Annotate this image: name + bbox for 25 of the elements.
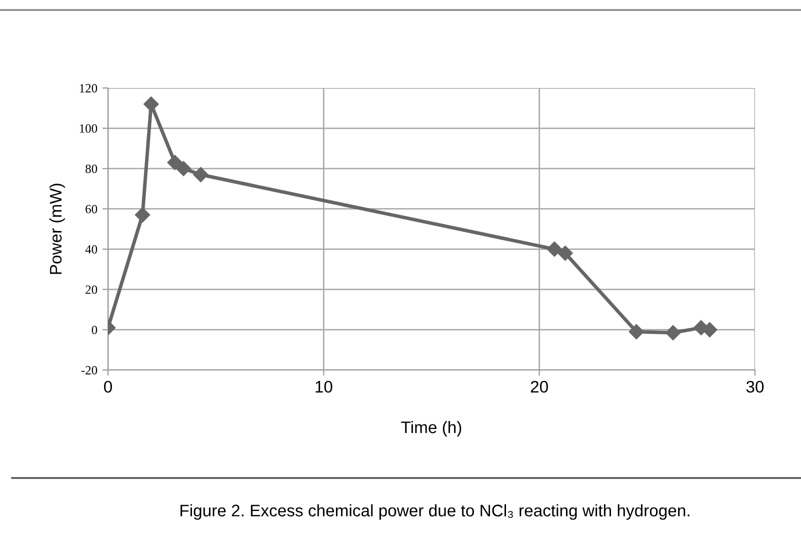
point (628, 324, 644, 340)
y-axis-title: Power (mW) (49, 184, 65, 274)
y-tick-label: 40 (85, 245, 98, 254)
point (193, 167, 208, 182)
point (558, 246, 573, 261)
point (144, 96, 159, 112)
y-tick-label: 80 (86, 164, 98, 174)
y-tick-label: 0 (92, 326, 98, 334)
point (167, 154, 182, 170)
point (702, 322, 718, 338)
y-tick-label: 60 (86, 204, 98, 214)
y-tick-label: -20 (81, 366, 98, 374)
y-tick-label: 120 (80, 84, 98, 92)
caption: Figure 2. Excess chemical power due to NCl₃ reacting with hydrogen. (180, 504, 690, 520)
x-axis-title: Time (h) (401, 420, 462, 436)
point (176, 161, 192, 176)
x-tick-label: 0 (104, 380, 112, 393)
point (134, 207, 150, 222)
x-tick-label: 30 (746, 380, 764, 393)
x-tick-label: 10 (316, 380, 332, 393)
y-tick-label: 100 (80, 124, 98, 133)
x-tick-label: 20 (530, 380, 548, 393)
y-tick-label: 20 (86, 285, 98, 294)
point (665, 325, 681, 340)
point (546, 242, 562, 257)
